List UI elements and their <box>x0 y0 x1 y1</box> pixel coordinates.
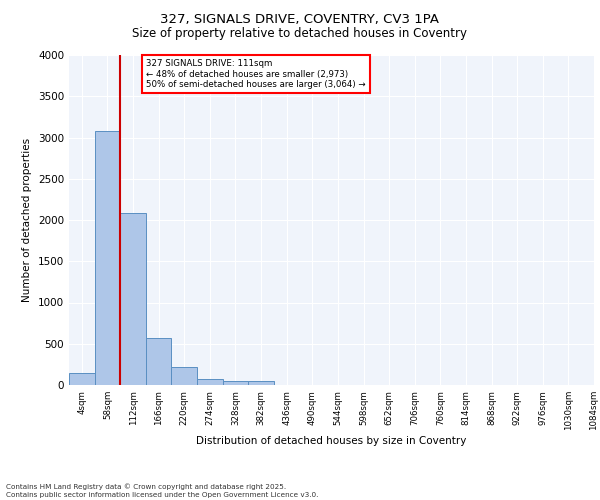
Bar <box>197 379 223 385</box>
Text: Contains HM Land Registry data © Crown copyright and database right 2025.
Contai: Contains HM Land Registry data © Crown c… <box>6 484 319 498</box>
X-axis label: Distribution of detached houses by size in Coventry: Distribution of detached houses by size … <box>196 436 467 446</box>
Bar <box>95 131 120 385</box>
Bar <box>120 212 146 385</box>
Text: Size of property relative to detached houses in Coventry: Size of property relative to detached ho… <box>133 28 467 40</box>
Text: 327, SIGNALS DRIVE, COVENTRY, CV3 1PA: 327, SIGNALS DRIVE, COVENTRY, CV3 1PA <box>161 12 439 26</box>
Bar <box>69 374 95 385</box>
Bar <box>172 368 197 385</box>
Bar <box>223 381 248 385</box>
Text: 327 SIGNALS DRIVE: 111sqm
← 48% of detached houses are smaller (2,973)
50% of se: 327 SIGNALS DRIVE: 111sqm ← 48% of detac… <box>146 59 365 89</box>
Bar <box>146 338 172 385</box>
Y-axis label: Number of detached properties: Number of detached properties <box>22 138 32 302</box>
Bar <box>248 381 274 385</box>
